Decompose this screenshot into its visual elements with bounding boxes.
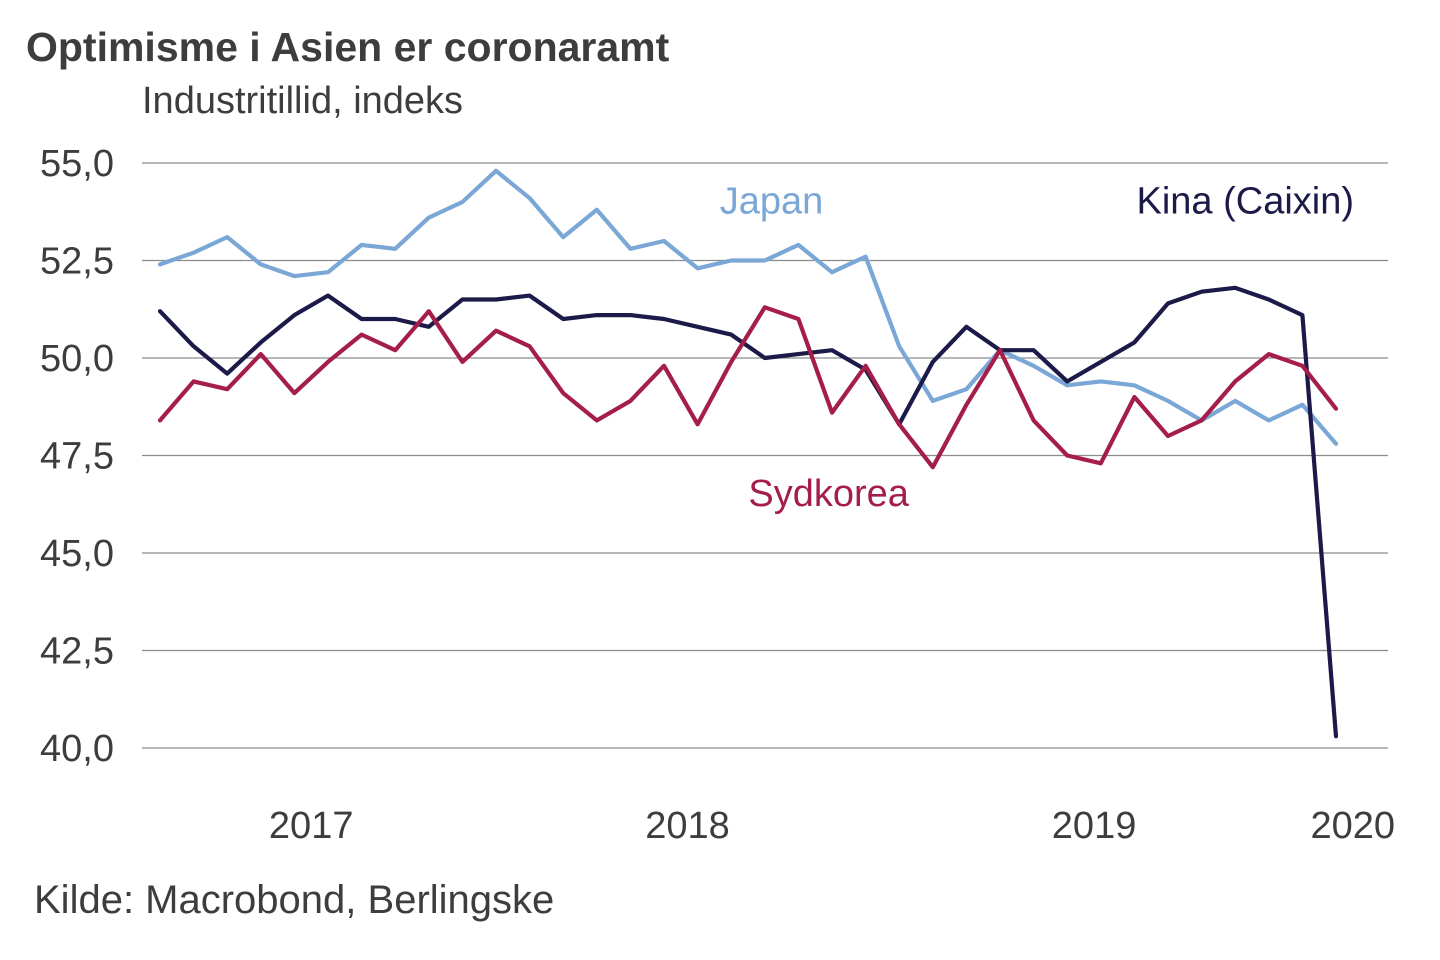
series-labels: Japan Kina (Caixin) Sydkorea bbox=[720, 181, 1354, 516]
y-tick-label: 42,5 bbox=[40, 631, 114, 673]
series-lines bbox=[157, 168, 1339, 739]
y-tick-label: 40,0 bbox=[40, 728, 114, 770]
y-tick-label: 55,0 bbox=[40, 143, 114, 185]
chart-title: Optimisme i Asien er coronaramt bbox=[26, 24, 670, 70]
series-line-japan bbox=[157, 168, 1339, 446]
series-label-japan: Japan bbox=[720, 181, 824, 223]
series-label-kina-caixin: Kina (Caixin) bbox=[1137, 181, 1355, 223]
series-line-kina-caixin bbox=[157, 285, 1339, 739]
gridlines bbox=[142, 162, 1388, 749]
chart-subtitle: Industritillid, indeks bbox=[142, 80, 464, 122]
y-tick-label: 50,0 bbox=[40, 338, 114, 380]
series-label-sydkorea: Sydkorea bbox=[748, 473, 909, 515]
x-tick-label: 2019 bbox=[1052, 805, 1137, 847]
y-tick-label: 47,5 bbox=[40, 436, 114, 478]
series-line-sydkorea bbox=[157, 305, 1339, 470]
x-tick-label: 2017 bbox=[269, 805, 354, 847]
y-tick-label: 45,0 bbox=[40, 533, 114, 575]
y-tick-label: 52,5 bbox=[40, 241, 114, 283]
x-tick-label: 2018 bbox=[645, 805, 730, 847]
y-axis-ticks: 55,0 52,5 50,0 47,5 45,0 42,5 40,0 bbox=[40, 143, 114, 770]
source-note: Kilde: Macrobond, Berlingske bbox=[34, 878, 555, 922]
x-tick-label: 2020 bbox=[1311, 805, 1396, 847]
x-axis-ticks: 2017 2018 2019 2020 bbox=[269, 805, 1395, 847]
